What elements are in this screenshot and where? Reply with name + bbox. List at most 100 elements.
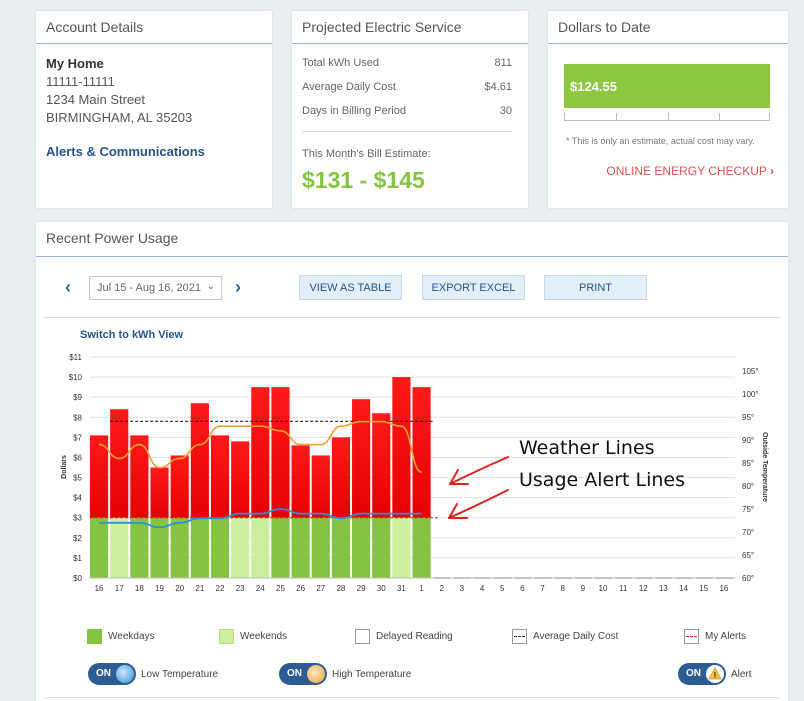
- view-as-table-button[interactable]: VIEW AS TABLE: [299, 275, 402, 300]
- toggle-switch[interactable]: ON: [279, 663, 327, 685]
- bar-under-alert: [150, 517, 169, 578]
- bar-under-alert: [251, 517, 270, 578]
- scale-tick: [616, 113, 617, 121]
- toggle-on-label: ON: [686, 668, 701, 679]
- bar-under-alert: [392, 517, 411, 578]
- export-excel-button[interactable]: EXPORT EXCEL: [422, 275, 525, 300]
- bar-over-alert: [352, 399, 371, 518]
- switch-to-kwh-link[interactable]: Switch to kWh View: [80, 329, 184, 341]
- bar-under-alert: [412, 517, 431, 578]
- legend-swatch: [87, 629, 102, 644]
- legend-label: Weekends: [240, 631, 288, 642]
- bar-under-alert: [90, 517, 109, 578]
- bar-over-alert: [331, 437, 351, 518]
- bar-under-alert: [352, 517, 371, 578]
- x-tick-label: 10: [599, 584, 608, 593]
- y-tick-label: $9: [73, 393, 82, 402]
- account-number: 11111-11111: [46, 74, 115, 89]
- x-tick-label: 28: [336, 584, 345, 593]
- bar-under-alert: [130, 517, 149, 578]
- x-tick-label: 5: [500, 584, 505, 593]
- x-tick-label: 16: [95, 584, 104, 593]
- legend-label: Weekdays: [108, 631, 155, 642]
- x-tick-label: 30: [377, 584, 386, 593]
- scale-tick: [668, 113, 669, 121]
- toggle-on-label: ON: [287, 668, 302, 679]
- chevron-left-icon[interactable]: ‹: [65, 277, 71, 297]
- projected-value: 811: [494, 57, 512, 69]
- y-tick-label: $6: [73, 453, 82, 462]
- bar-over-alert: [231, 441, 250, 518]
- high-temperature-toggle[interactable]: ON High Temperature: [279, 663, 411, 685]
- y2-tick-label: 85°: [742, 459, 754, 468]
- legend-swatch: [684, 629, 699, 644]
- bar-over-alert: [190, 403, 209, 518]
- x-tick-label: 9: [581, 584, 586, 593]
- x-tick-label: 8: [560, 584, 565, 593]
- x-tick-label: 26: [296, 584, 305, 593]
- legend-delayed: Delayed Reading: [355, 629, 453, 644]
- projected-value: 30: [499, 105, 512, 117]
- bar-over-alert: [170, 455, 189, 518]
- chevron-right-icon[interactable]: ›: [235, 277, 241, 297]
- account-details-card: Account Details My Home 11111-11111 1234…: [36, 11, 272, 208]
- bar-under-alert: [210, 517, 230, 578]
- bar-over-alert: [291, 445, 310, 518]
- legend-weekdays: Weekdays: [87, 629, 155, 644]
- bar-under-alert: [331, 517, 351, 578]
- legend-my-alerts: My Alerts: [684, 629, 746, 644]
- toggle-on-label: ON: [96, 668, 111, 679]
- projected-label: Average Daily Cost: [302, 81, 396, 93]
- alert-toggle[interactable]: ON Alert: [678, 663, 752, 685]
- x-tick-label: 27: [316, 584, 325, 593]
- toolbar-divider: [44, 317, 780, 318]
- x-tick-label: 15: [699, 584, 708, 593]
- projected-label: Total kWh Used: [302, 57, 380, 69]
- low-temp-knob: [116, 665, 134, 683]
- bar-under-alert: [190, 517, 209, 578]
- bar-over-alert: [271, 387, 290, 518]
- y-tick-label: $10: [69, 373, 83, 382]
- energy-checkup-label: ONLINE ENERGY CHECKUP: [606, 164, 767, 178]
- x-tick-label: 23: [236, 584, 245, 593]
- legend-swatch: [219, 629, 234, 644]
- toggle-label: Low Temperature: [141, 668, 219, 680]
- print-button[interactable]: PRINT: [544, 275, 647, 300]
- x-tick-label: 29: [357, 584, 366, 593]
- date-range-select[interactable]: Jul 15 - Aug 16, 2021 ⌄: [89, 276, 222, 300]
- low-temperature-toggle[interactable]: ON Low Temperature: [88, 663, 218, 685]
- bar-over-alert: [372, 413, 391, 518]
- x-tick-label: 16: [719, 584, 728, 593]
- y-tick-label: $3: [73, 514, 82, 523]
- y-tick-label: $8: [73, 413, 82, 422]
- chart-bars: [90, 377, 733, 579]
- legend-swatch: [512, 629, 527, 644]
- account-details-title: Account Details: [36, 11, 272, 44]
- x-tick-label: 31: [397, 584, 406, 593]
- toggle-switch[interactable]: ON: [678, 663, 726, 685]
- toggle-switch[interactable]: ON: [88, 663, 136, 685]
- bar-under-alert: [271, 517, 290, 578]
- bar-over-alert: [412, 387, 431, 518]
- x-tick-label: 6: [520, 584, 525, 593]
- y2-tick-label: 100°: [742, 390, 759, 399]
- low-temperature-line: [99, 508, 422, 529]
- x-tick-label: 13: [659, 584, 668, 593]
- y-tick-label: $2: [73, 534, 82, 543]
- projected-value: $4.61: [484, 81, 512, 93]
- x-tick-label: 25: [276, 584, 285, 593]
- bar-under-alert: [110, 517, 129, 578]
- bar-over-alert: [90, 435, 109, 518]
- y2-tick-label: 70°: [742, 528, 754, 537]
- warning-icon: [706, 665, 724, 683]
- legend-average-cost: Average Daily Cost: [512, 629, 618, 644]
- bar-over-alert: [130, 435, 149, 518]
- alerts-communications-link[interactable]: Alerts & Communications: [46, 144, 205, 159]
- energy-checkup-link[interactable]: ONLINE ENERGY CHECKUP ›: [606, 164, 774, 178]
- bill-estimate-label: This Month's Bill Estimate:: [302, 148, 431, 160]
- legend-label: My Alerts: [705, 631, 747, 642]
- dollars-to-date-bar: $124.55: [564, 64, 770, 108]
- bar-over-alert: [251, 387, 270, 518]
- projected-label: Days in Billing Period: [302, 105, 406, 117]
- bar-over-alert: [210, 435, 230, 518]
